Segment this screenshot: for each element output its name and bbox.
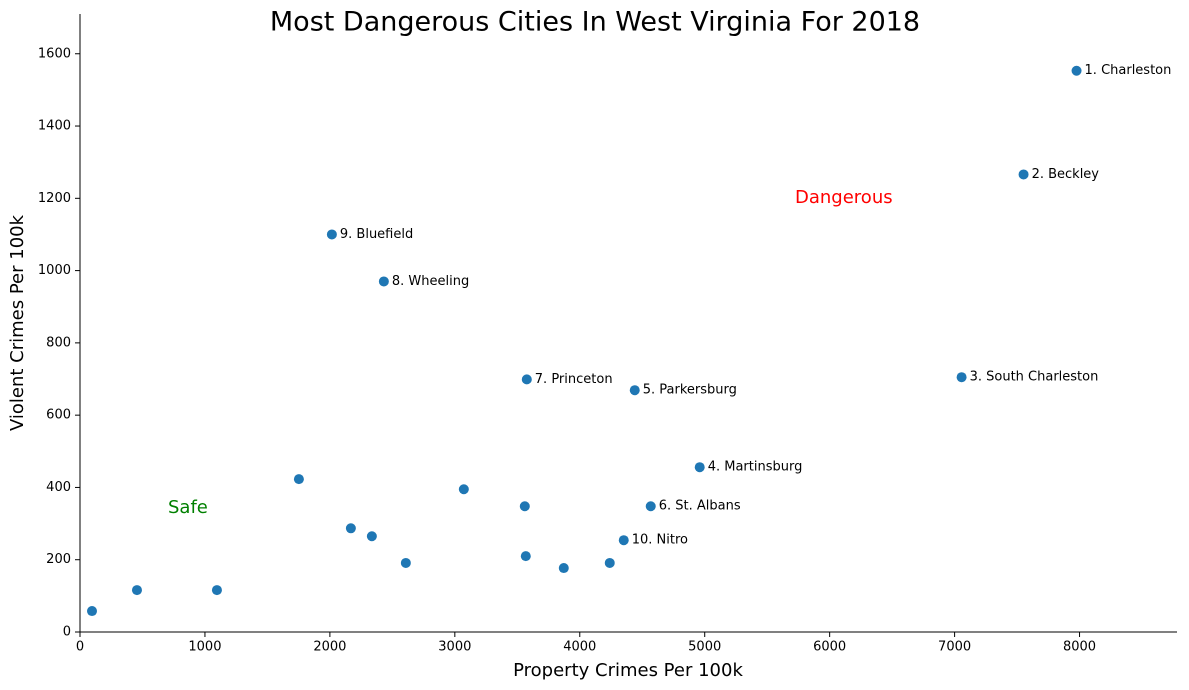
- point: [629, 385, 640, 396]
- y-axis-label: Violent Crimes Per 100k: [7, 214, 28, 431]
- x-tick-label: 2000: [313, 640, 346, 655]
- point: [519, 501, 530, 512]
- point-label: 10. Nitro: [632, 533, 688, 548]
- x-tick-label: 1000: [188, 640, 221, 655]
- point: [400, 557, 411, 568]
- point-label: 5. Parkersburg: [643, 383, 737, 398]
- point: [694, 462, 705, 473]
- point: [1018, 169, 1029, 180]
- point: [604, 557, 615, 568]
- point: [956, 372, 967, 383]
- point-label: 1. Charleston: [1085, 63, 1172, 78]
- y-tick-label: 1400: [38, 119, 71, 134]
- x-tick-label: 5000: [688, 640, 721, 655]
- x-axis-label: Property Crimes Per 100k: [513, 660, 743, 681]
- y-tick-label: 400: [46, 480, 71, 495]
- point: [558, 563, 569, 574]
- point: [378, 276, 389, 287]
- point-label: 8. Wheeling: [392, 274, 469, 289]
- chart-title: Most Dangerous Cities In West Virginia F…: [270, 7, 920, 38]
- x-tick-label: 8000: [1063, 640, 1096, 655]
- point: [131, 585, 142, 596]
- y-tick-label: 200: [46, 552, 71, 567]
- point: [521, 374, 532, 385]
- annotation: Dangerous: [795, 187, 893, 208]
- y-tick-label: 0: [63, 625, 71, 640]
- y-tick-label: 800: [46, 335, 71, 350]
- point: [458, 484, 469, 495]
- x-tick-label: 3000: [438, 640, 471, 655]
- point: [645, 501, 656, 512]
- x-tick-label: 6000: [813, 640, 846, 655]
- x-tick-label: 4000: [563, 640, 596, 655]
- point: [1071, 65, 1082, 76]
- point-label: 7. Princeton: [535, 372, 613, 387]
- x-tick-label: 0: [76, 640, 84, 655]
- point: [618, 535, 629, 546]
- point-label: 6. St. Albans: [659, 499, 741, 514]
- point-label: 4. Martinsburg: [708, 460, 803, 475]
- point: [326, 229, 337, 240]
- point-label: 9. Bluefield: [340, 227, 413, 242]
- y-tick-label: 1000: [38, 263, 71, 278]
- annotation: Safe: [168, 497, 208, 518]
- point: [86, 606, 97, 617]
- point: [345, 523, 356, 534]
- y-tick-label: 1600: [38, 46, 71, 61]
- point-label: 3. South Charleston: [970, 370, 1099, 385]
- point: [366, 531, 377, 542]
- y-tick-label: 1200: [38, 191, 71, 206]
- y-tick-label: 600: [46, 408, 71, 423]
- point-label: 2. Beckley: [1032, 167, 1100, 182]
- point: [211, 585, 222, 596]
- point: [520, 551, 531, 562]
- point: [293, 474, 304, 485]
- x-tick-label: 7000: [938, 640, 971, 655]
